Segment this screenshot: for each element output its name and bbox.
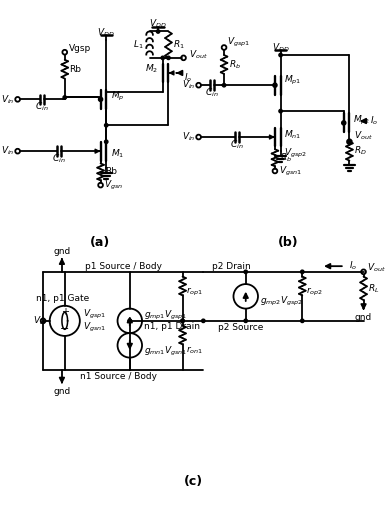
Circle shape <box>279 110 282 113</box>
Circle shape <box>301 270 304 274</box>
Text: $R_b$: $R_b$ <box>229 58 241 71</box>
Text: +: + <box>61 308 69 317</box>
Circle shape <box>181 319 184 323</box>
Text: $V_{out}$: $V_{out}$ <box>367 262 386 274</box>
Text: $g_{mp2}V_{gsp2}$: $g_{mp2}V_{gsp2}$ <box>260 294 303 308</box>
Circle shape <box>104 140 108 143</box>
Text: $V_{DD}$: $V_{DD}$ <box>272 41 289 54</box>
Text: $R_1$: $R_1$ <box>173 38 185 51</box>
Text: $V_{DD}$: $V_{DD}$ <box>149 18 167 30</box>
Text: $I_o$: $I_o$ <box>350 260 358 272</box>
Text: $V_{out}$: $V_{out}$ <box>189 49 208 61</box>
Text: Vgsp: Vgsp <box>69 44 91 53</box>
Text: p2 Drain: p2 Drain <box>212 262 251 271</box>
Circle shape <box>63 96 66 99</box>
Text: p2 Source: p2 Source <box>218 323 264 332</box>
Text: gnd: gnd <box>53 387 71 396</box>
Circle shape <box>156 30 160 33</box>
Text: $V_{in}$: $V_{in}$ <box>182 131 196 143</box>
Text: $V_{gsp1}$: $V_{gsp1}$ <box>227 36 250 49</box>
Circle shape <box>348 140 351 143</box>
Circle shape <box>273 83 277 87</box>
Text: $M_p$: $M_p$ <box>111 90 125 103</box>
Text: Rb: Rb <box>105 168 117 176</box>
Text: (b): (b) <box>278 236 298 249</box>
Text: $R_L$: $R_L$ <box>368 282 380 294</box>
Text: $C_{in}$: $C_{in}$ <box>205 86 218 99</box>
Text: n1, p1 Gate: n1, p1 Gate <box>36 294 90 302</box>
Circle shape <box>279 54 282 57</box>
Text: p1 Source / Body: p1 Source / Body <box>85 262 162 271</box>
Text: $V_{gsp1}$: $V_{gsp1}$ <box>83 308 106 321</box>
Text: (c): (c) <box>184 475 203 487</box>
Text: $I_o$: $I_o$ <box>184 71 192 84</box>
Text: $M_1$: $M_1$ <box>111 148 124 160</box>
Text: $V_{gsn}$: $V_{gsn}$ <box>104 179 123 192</box>
Text: $g_{mn1}V_{gsn1}$: $g_{mn1}V_{gsn1}$ <box>144 344 187 358</box>
Circle shape <box>181 319 184 323</box>
Text: $V_{in}$: $V_{in}$ <box>33 315 47 327</box>
Text: $V_{in}$: $V_{in}$ <box>1 145 15 158</box>
Circle shape <box>128 319 132 323</box>
Text: $V_{gsn1}$: $V_{gsn1}$ <box>279 165 301 178</box>
Text: $C_{in}$: $C_{in}$ <box>35 100 48 113</box>
Text: gnd: gnd <box>53 246 71 256</box>
Circle shape <box>161 56 165 60</box>
Text: $C_{in}$: $C_{in}$ <box>230 138 244 151</box>
Text: $M_{n1}$: $M_{n1}$ <box>284 129 301 141</box>
Text: $r_{op1}$: $r_{op1}$ <box>186 285 203 297</box>
Text: $M_2$: $M_2$ <box>145 63 158 75</box>
Circle shape <box>222 83 226 87</box>
Circle shape <box>244 319 248 323</box>
Circle shape <box>167 56 170 60</box>
Text: $V_{gsn1}$: $V_{gsn1}$ <box>83 321 106 334</box>
Text: $I_o$: $I_o$ <box>370 115 378 127</box>
Text: (a): (a) <box>90 236 110 249</box>
Text: $V_{in}$: $V_{in}$ <box>1 93 15 106</box>
Circle shape <box>301 319 304 323</box>
Circle shape <box>244 270 248 274</box>
Text: $L_1$: $L_1$ <box>133 38 144 51</box>
Circle shape <box>128 319 132 323</box>
Circle shape <box>342 121 346 125</box>
Text: Rb: Rb <box>69 65 81 74</box>
Text: $R_D$: $R_D$ <box>354 145 367 158</box>
Text: $R_b$: $R_b$ <box>280 152 292 164</box>
Text: n1, p1 Drain: n1, p1 Drain <box>144 322 200 331</box>
Text: $g_{mp1}V_{gsp1}$: $g_{mp1}V_{gsp1}$ <box>144 309 187 322</box>
Text: gnd: gnd <box>355 313 372 322</box>
Text: $r_{on1}$: $r_{on1}$ <box>186 344 203 356</box>
Text: $C_{in}$: $C_{in}$ <box>52 153 66 165</box>
Text: $V_{out}$: $V_{out}$ <box>354 130 373 142</box>
Text: $V_{DD}$: $V_{DD}$ <box>97 26 115 39</box>
Text: $V_{gsp2}$: $V_{gsp2}$ <box>284 146 307 160</box>
Text: $M_{p2}$: $M_{p2}$ <box>353 114 371 127</box>
Text: $V_{in}$: $V_{in}$ <box>182 79 196 91</box>
Text: n1 Source / Body: n1 Source / Body <box>80 372 157 381</box>
Circle shape <box>104 124 108 127</box>
Text: −: − <box>60 324 69 334</box>
Text: $M_{p1}$: $M_{p1}$ <box>284 74 301 87</box>
Circle shape <box>202 319 205 323</box>
Text: $r_{op2}$: $r_{op2}$ <box>306 285 323 297</box>
Circle shape <box>99 97 103 102</box>
